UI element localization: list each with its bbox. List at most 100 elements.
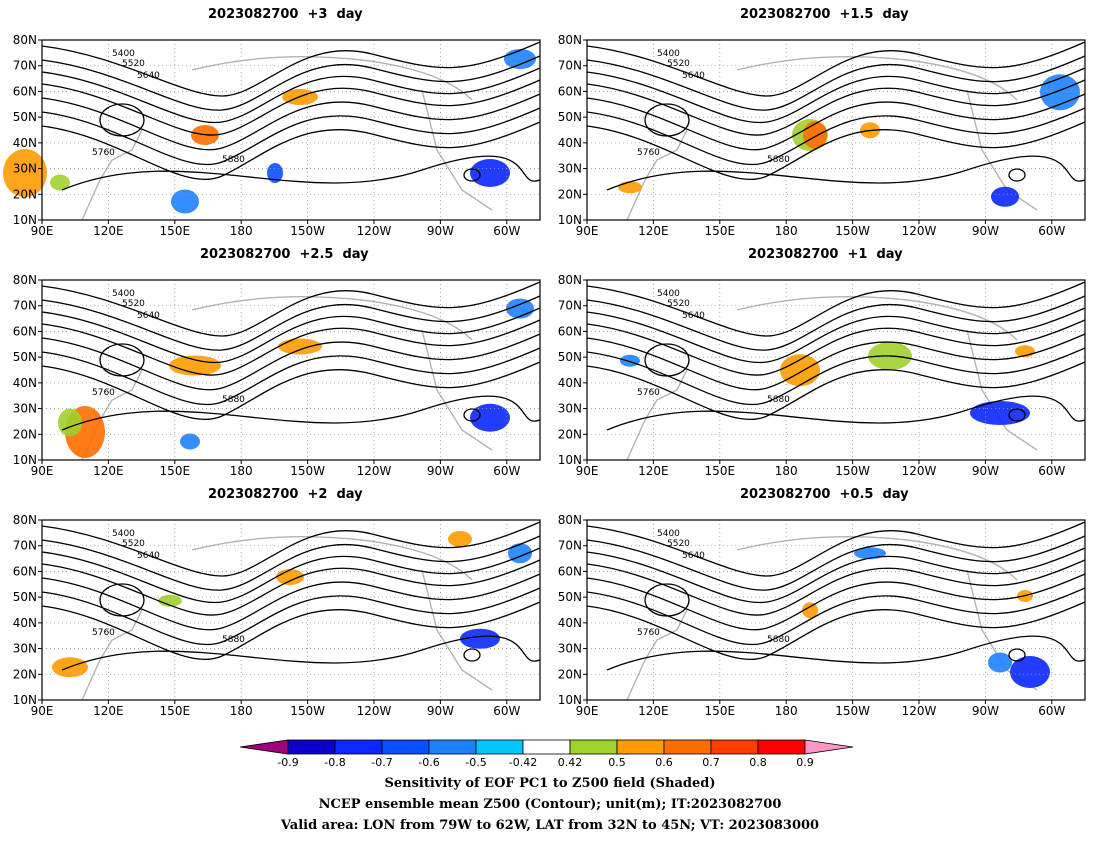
colorbar-tick-label: 0.9 (796, 756, 814, 768)
caption-line-1: Sensitivity of EOF PC1 to Z500 field (Sh… (384, 776, 716, 791)
lon-tick-label: 90W (972, 224, 999, 235)
colorbar-tick-label: 0.8 (749, 756, 767, 768)
lat-tick-label: 30N (13, 162, 37, 176)
contour-line (41, 535, 541, 591)
contour-line (586, 521, 1086, 577)
low-center (99, 343, 145, 377)
contour-label: 5520 (122, 539, 145, 549)
lat-tick-label: 40N (558, 136, 582, 150)
lon-tick-label: 60W (493, 464, 520, 475)
low-center (463, 168, 481, 182)
lon-tick-label: 90E (576, 224, 599, 235)
contour-line (41, 347, 541, 406)
lon-tick-label: 120E (93, 704, 124, 715)
lat-tick-label: 30N (558, 402, 582, 416)
lat-tick-label: 70N (558, 539, 582, 553)
lon-tick-label: 90W (972, 464, 999, 475)
contour-line (41, 587, 541, 646)
lon-tick-label: 150E (160, 224, 191, 235)
lat-tick-label: 30N (558, 162, 582, 176)
lon-tick-label: 180 (230, 704, 253, 715)
lat-tick-label: 10N (558, 453, 582, 467)
asia-coast (626, 129, 688, 221)
lon-tick-label: 180 (230, 224, 253, 235)
contour-line (586, 535, 1086, 591)
colorbar-segment (522, 739, 571, 755)
lon-tick-label: 120W (902, 224, 937, 235)
contour-line (41, 333, 541, 391)
contour-label: 5520 (122, 299, 145, 309)
contour-line-5880 (61, 635, 541, 671)
lat-tick-label: 30N (13, 402, 37, 416)
colorbar-segment (663, 739, 712, 755)
contour-line (41, 121, 541, 181)
lon-tick-label: 150E (705, 704, 736, 715)
plot-frame (586, 519, 1086, 701)
contour-label: 5400 (657, 49, 680, 59)
lon-tick-label: 90E (576, 464, 599, 475)
contour-line-5880 (606, 155, 1086, 191)
lon-tick-label: 180 (230, 464, 253, 475)
contour-label: 5760 (92, 148, 115, 158)
sensitivity-shading (470, 403, 510, 432)
contour-line (586, 361, 1086, 421)
lon-tick-label: 60W (493, 224, 520, 235)
sensitivity-shading (620, 354, 640, 367)
contour-line (586, 41, 1086, 97)
lon-tick-label: 120W (902, 704, 937, 715)
low-center (99, 103, 145, 137)
lon-tick-label: 120E (638, 704, 669, 715)
contour-line (586, 601, 1086, 661)
plot-frame (586, 279, 1086, 461)
lat-tick-label: 20N (13, 667, 37, 681)
lat-tick-label: 60N (13, 84, 37, 98)
colorbar-tick-label: -0.6 (418, 756, 439, 768)
lat-tick-label: 60N (558, 324, 582, 338)
sensitivity-shading (50, 174, 70, 191)
lat-tick-label: 80N (13, 33, 37, 47)
contour-label: 5640 (137, 551, 160, 561)
lon-tick-label: 150E (160, 704, 191, 715)
low-center (644, 583, 690, 617)
colorbar-tick-label: 0.6 (655, 756, 673, 768)
contour-label: 5760 (92, 388, 115, 398)
contour-label: 5400 (112, 49, 135, 59)
lat-tick-label: 50N (558, 110, 582, 124)
lat-tick-label: 60N (13, 324, 37, 338)
contour-line (41, 67, 541, 124)
colorbar-segment (381, 739, 430, 755)
asia-coast (626, 609, 688, 701)
contour-label: 5880 (222, 155, 245, 165)
contour-line-5880 (606, 635, 1086, 671)
lon-tick-label: 180 (775, 224, 798, 235)
contour-line (41, 521, 541, 577)
lon-tick-label: 180 (775, 704, 798, 715)
colorbar-segment (757, 739, 806, 755)
lat-tick-label: 40N (13, 616, 37, 630)
lon-tick-label: 120E (638, 464, 669, 475)
lon-tick-label: 90W (427, 704, 454, 715)
contour-label: 5640 (682, 71, 705, 81)
lat-tick-label: 70N (558, 299, 582, 313)
contour-label: 5760 (637, 148, 660, 158)
lon-tick-label: 150W (290, 224, 325, 235)
contour-line (41, 93, 541, 151)
lon-tick-label: 60W (493, 704, 520, 715)
lon-tick-label: 150W (835, 224, 870, 235)
contour-line (41, 361, 541, 421)
lon-tick-label: 120W (357, 464, 392, 475)
contour-label: 5880 (767, 155, 790, 165)
contour-label: 5760 (637, 628, 660, 638)
lat-tick-label: 60N (558, 564, 582, 578)
contour-line (586, 107, 1086, 166)
low-center (99, 583, 145, 617)
z500-contours (41, 41, 541, 191)
namerica-coast (966, 89, 1038, 211)
plot-frame (41, 279, 541, 461)
sensitivity-shading (504, 49, 536, 69)
contour-line (586, 281, 1086, 337)
lon-tick-label: 150E (705, 224, 736, 235)
